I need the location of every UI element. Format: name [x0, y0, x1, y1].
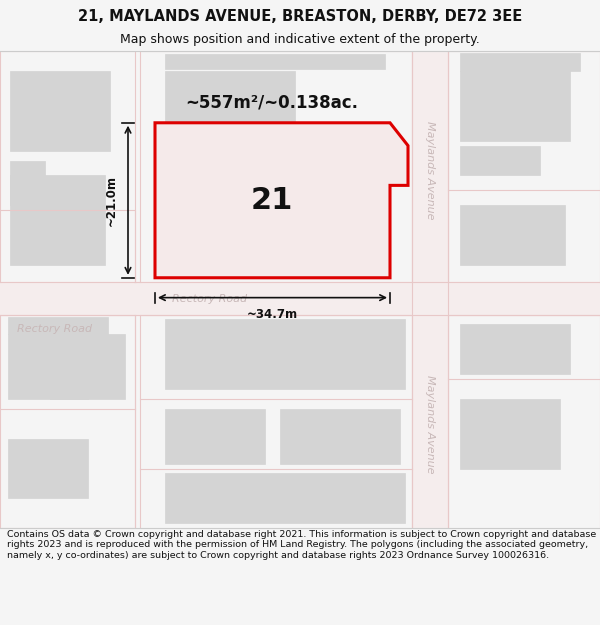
Text: 21, MAYLANDS AVENUE, BREASTON, DERBY, DE72 3EE: 21, MAYLANDS AVENUE, BREASTON, DERBY, DE…	[78, 9, 522, 24]
Bar	[8, 316, 108, 334]
Bar	[460, 71, 570, 141]
Bar	[460, 399, 560, 469]
Bar	[165, 409, 265, 464]
Bar	[460, 53, 580, 71]
Bar	[460, 146, 540, 176]
Text: ~21.0m: ~21.0m	[105, 175, 118, 226]
Text: Rectory Road: Rectory Road	[17, 324, 92, 334]
Bar	[8, 439, 88, 498]
Bar	[10, 71, 110, 151]
Text: ~34.7m: ~34.7m	[247, 308, 298, 321]
Text: Maylands Avenue: Maylands Avenue	[425, 374, 435, 473]
Bar	[460, 205, 565, 265]
Bar	[175, 124, 390, 278]
Bar	[165, 54, 385, 69]
Text: Map shows position and indicative extent of the property.: Map shows position and indicative extent…	[120, 34, 480, 46]
Text: Rectory Road: Rectory Road	[172, 294, 248, 304]
Bar	[165, 166, 290, 265]
Bar	[280, 409, 400, 464]
Bar	[8, 334, 88, 399]
Text: ~557m²/~0.138ac.: ~557m²/~0.138ac.	[185, 94, 359, 112]
Text: 21: 21	[251, 186, 293, 215]
Text: Maylands Avenue: Maylands Avenue	[425, 121, 435, 220]
Bar	[10, 161, 45, 205]
Bar	[10, 176, 105, 265]
Bar	[50, 334, 125, 399]
Bar	[165, 319, 405, 389]
Polygon shape	[155, 122, 408, 278]
Bar	[165, 474, 405, 523]
Bar	[460, 324, 570, 374]
Text: Contains OS data © Crown copyright and database right 2021. This information is : Contains OS data © Crown copyright and d…	[7, 530, 596, 560]
Bar	[165, 71, 295, 151]
